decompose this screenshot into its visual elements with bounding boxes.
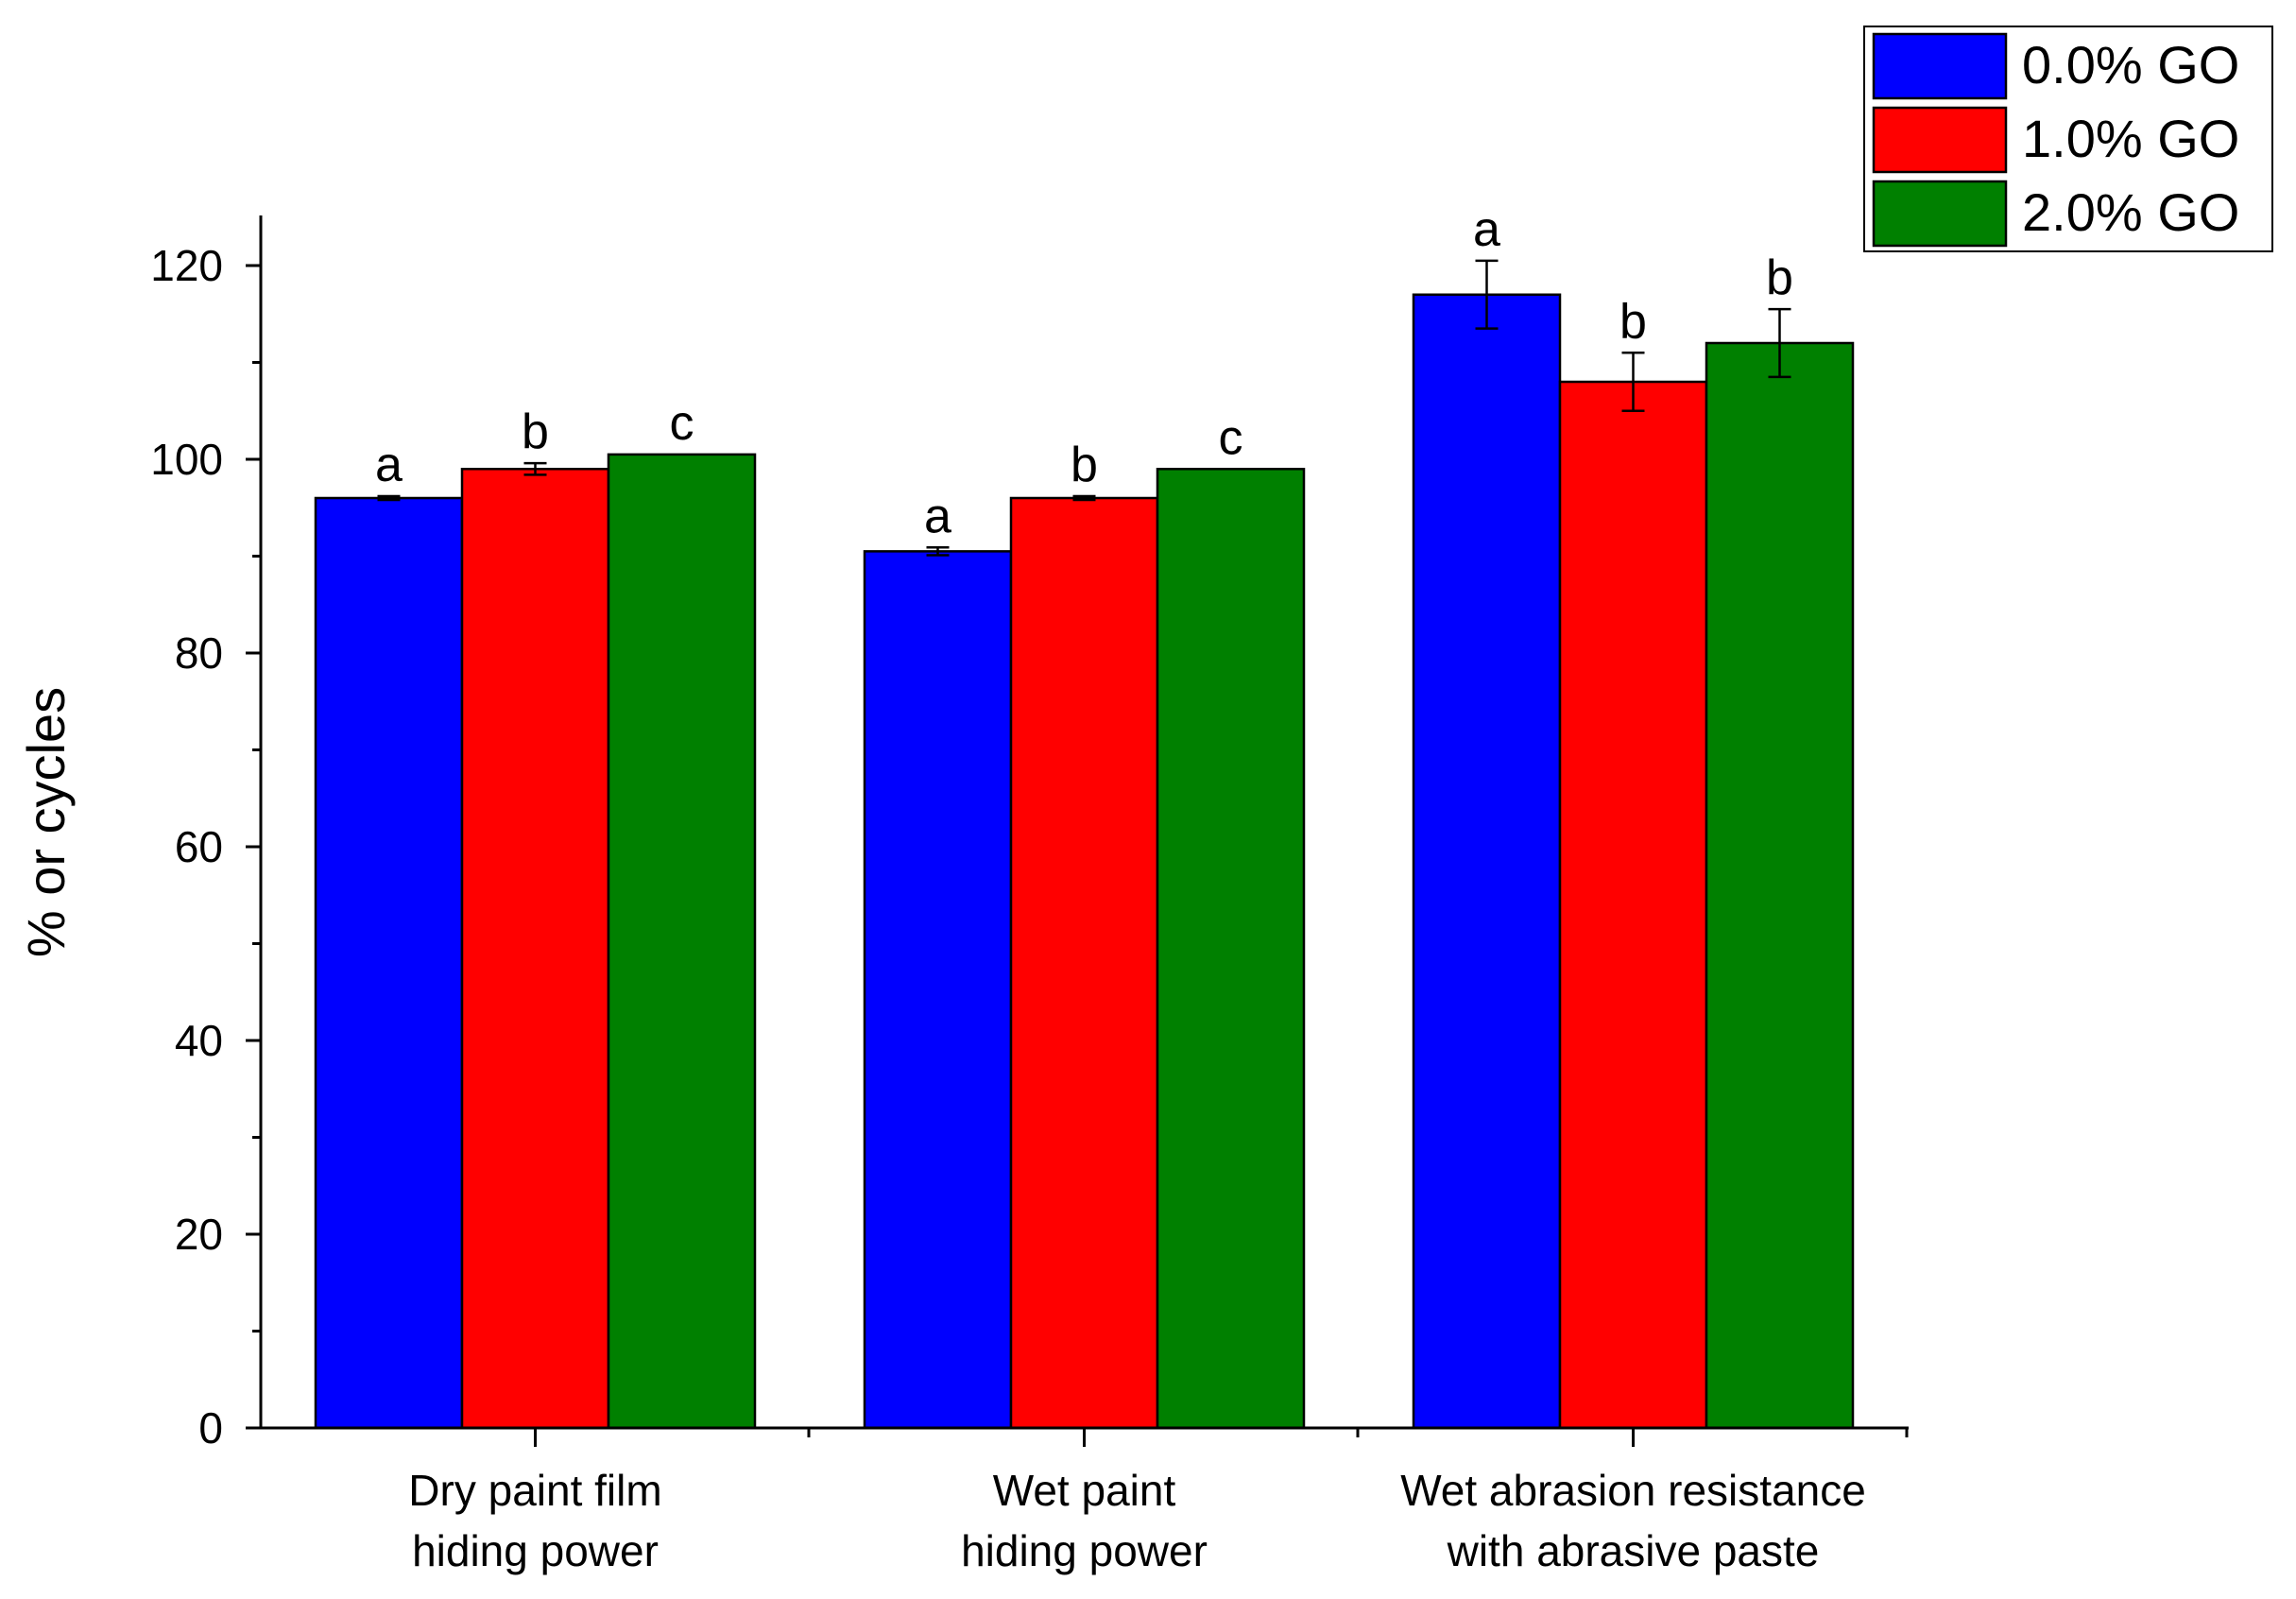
significance-letter: b	[1071, 438, 1098, 492]
significance-letter: c	[670, 396, 694, 451]
x-tick-label: Wet paint	[993, 1466, 1176, 1515]
significance-letter: a	[375, 438, 403, 492]
bar	[863, 550, 1013, 1430]
y-tick-label: 100	[150, 435, 223, 484]
significance-letter: b	[1766, 250, 1793, 305]
significance-letter: c	[1219, 410, 1243, 465]
x-tick-label: hiding power	[412, 1526, 659, 1575]
y-ticks-layer: 0 20 40 60 80 100 120	[150, 241, 261, 1453]
legend-label: 1.0% GO	[2022, 109, 2239, 168]
y-tick-label: 80	[175, 628, 223, 678]
y-tick-label: 60	[175, 822, 223, 871]
legend: 0.0% GO 1.0% GO 2.0% GO	[1863, 26, 2273, 252]
legend-label: 2.0% GO	[2022, 182, 2239, 242]
significance-letters-layer: a a a b b b c c b	[375, 202, 1793, 543]
bars-layer	[314, 293, 1855, 1430]
error-bars-layer	[377, 259, 1791, 557]
legend-swatch	[1872, 180, 2008, 248]
legend-swatch	[1872, 106, 2008, 174]
significance-letter: a	[924, 489, 951, 543]
x-tick-label: with abrasive paste	[1447, 1526, 1820, 1575]
x-tick-label: Dry paint film	[408, 1466, 661, 1515]
x-tick-label: hiding power	[961, 1526, 1208, 1575]
bar	[1705, 341, 1855, 1430]
bar	[1156, 468, 1306, 1430]
legend-swatch	[1872, 32, 2008, 100]
bar	[460, 468, 610, 1430]
y-tick-label: 40	[175, 1016, 223, 1065]
bar	[607, 453, 757, 1430]
bar	[1009, 496, 1159, 1430]
bar	[1412, 293, 1562, 1430]
y-tick-label: 120	[150, 241, 223, 290]
legend-label: 0.0% GO	[2022, 35, 2239, 95]
y-tick-label: 20	[175, 1210, 223, 1259]
x-ticks-layer: Dry paint film hiding power Wet paint hidin…	[408, 1428, 1909, 1575]
significance-letter: a	[1473, 202, 1500, 257]
x-tick-label: Wet abrasion resistance	[1400, 1466, 1866, 1515]
y-tick-label: 0	[198, 1403, 223, 1453]
significance-letter: b	[522, 404, 549, 459]
bar	[314, 496, 464, 1430]
y-axis-label: % or cycles	[16, 687, 76, 957]
significance-letter: b	[1619, 294, 1647, 349]
bar	[1558, 380, 1708, 1430]
